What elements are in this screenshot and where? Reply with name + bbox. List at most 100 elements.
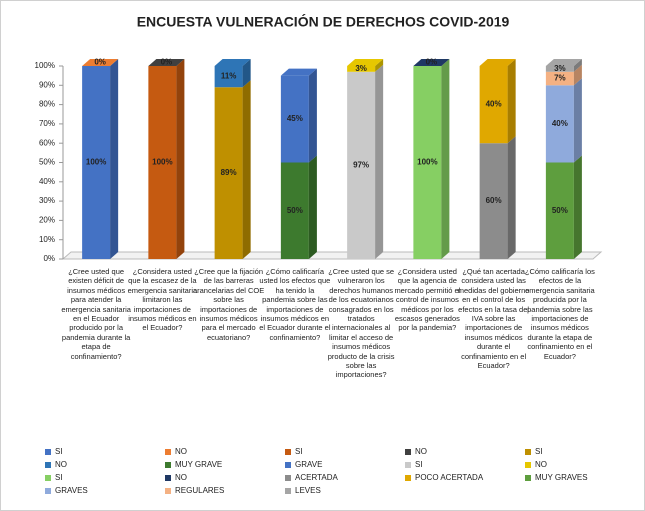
bar-top	[280, 68, 317, 76]
bar-side	[242, 80, 251, 259]
bar-side-shade	[176, 59, 185, 259]
bar-side-shade	[110, 59, 119, 259]
bar-side	[308, 155, 317, 259]
bar-side	[573, 59, 582, 72]
bar-top	[148, 59, 185, 66]
bar-segment	[148, 59, 185, 259]
bar-front	[545, 66, 574, 72]
data-label: 3%	[355, 64, 367, 73]
y-tick-label: 90%	[39, 80, 55, 89]
bar-side	[573, 78, 582, 163]
legend-item: NO	[405, 447, 427, 456]
legend-swatch	[405, 448, 411, 455]
legend-label: NO	[535, 460, 547, 469]
legend-swatch	[45, 487, 51, 494]
y-tick-label: 70%	[39, 119, 55, 128]
bar-side-shade	[308, 155, 317, 259]
x-tick-label: ¿Cómo calificaría usted los efectos que …	[259, 267, 331, 342]
x-tick-label: ¿Cree usted que se vulneraron los derech…	[327, 267, 395, 380]
data-label: 3%	[554, 64, 566, 73]
bar-side	[507, 59, 516, 144]
bar-top	[413, 59, 450, 66]
legend-swatch	[45, 474, 51, 481]
data-label: 11%	[221, 72, 237, 81]
bar-segment	[280, 155, 317, 259]
data-label: 0%	[94, 58, 106, 67]
bar-front	[148, 66, 177, 259]
legend-swatch	[45, 448, 51, 455]
legend-item: SI	[45, 473, 63, 482]
legend-label: LEVES	[295, 486, 321, 495]
y-tick-label: 100%	[35, 61, 55, 70]
legend-swatch	[165, 487, 171, 494]
y-tick-label: 80%	[39, 100, 55, 109]
bar-segment	[545, 155, 582, 259]
bar-segment	[413, 59, 450, 259]
legend-label: NO	[415, 447, 427, 456]
bar-front	[479, 143, 508, 259]
y-tick-label: 10%	[39, 235, 55, 244]
legend-item: SI	[285, 447, 303, 456]
bar-side	[308, 68, 317, 163]
bar-side-shade	[441, 59, 450, 259]
data-label: 0%	[426, 58, 438, 67]
data-label: 100%	[152, 158, 172, 167]
bar-side	[441, 59, 450, 259]
bar-side-shade	[507, 59, 516, 144]
bar-side	[507, 136, 516, 259]
data-label: 97%	[353, 161, 369, 170]
legend-item: NO	[165, 473, 187, 482]
bar-front	[82, 66, 111, 259]
data-label: 89%	[221, 168, 237, 177]
data-label: 40%	[552, 119, 568, 128]
legend-label: GRAVE	[295, 460, 323, 469]
bar-top	[479, 59, 516, 66]
data-label: 60%	[486, 196, 502, 205]
y-tick-label: 40%	[39, 177, 55, 186]
data-label: 50%	[287, 206, 303, 215]
bar-side-shade	[507, 136, 516, 259]
bar-side-shade	[573, 78, 582, 163]
legend-item: MUY GRAVES	[525, 473, 588, 482]
bar-front	[280, 162, 309, 259]
legend-swatch	[165, 461, 171, 468]
legend-label: NO	[175, 447, 187, 456]
legend-swatch	[525, 448, 531, 455]
x-tick-label: ¿Considera usted que la agencia de merca…	[394, 267, 461, 333]
legend-label: ACERTADA	[295, 473, 338, 482]
y-tick-label: 50%	[39, 158, 55, 167]
bar-side-shade	[573, 59, 582, 72]
legend-swatch	[405, 474, 411, 481]
legend-item: NO	[45, 460, 67, 469]
bar-side	[176, 59, 185, 259]
legend-swatch	[525, 461, 531, 468]
x-tick-label: ¿Considera usted que la escasez de la em…	[127, 267, 198, 333]
bar-segment	[347, 59, 384, 72]
chart-title: ENCUESTA VULNERACIÓN DE DERECHOS COVID-2…	[137, 13, 510, 30]
legend-label: SI	[415, 460, 423, 469]
legend-item: POCO ACERTADA	[405, 473, 483, 482]
legend-swatch	[525, 474, 531, 481]
bar-side-shade	[242, 59, 251, 88]
data-label: 40%	[486, 100, 502, 109]
bar-side-shade	[242, 80, 251, 259]
bar-segment	[214, 59, 251, 88]
bar-front	[545, 85, 574, 163]
y-tick-label: 20%	[39, 216, 55, 225]
bar-side	[375, 59, 384, 72]
legend-item: REGULARES	[165, 486, 224, 495]
bar-side	[573, 64, 582, 86]
legend-item: ACERTADA	[285, 473, 338, 482]
x-tick-label: ¿Cree usted que existen déficit de insum…	[61, 267, 131, 361]
bar-side	[110, 59, 119, 259]
legend-item: NO	[165, 447, 187, 456]
x-tick-label: ¿Cree que la fijación de las barreras ar…	[192, 267, 265, 342]
legend-swatch	[165, 474, 171, 481]
legend-item: LEVES	[285, 486, 321, 495]
bar-top	[82, 59, 119, 66]
bar-top	[545, 59, 582, 66]
bar-segment	[545, 78, 582, 163]
data-label: 50%	[552, 206, 568, 215]
